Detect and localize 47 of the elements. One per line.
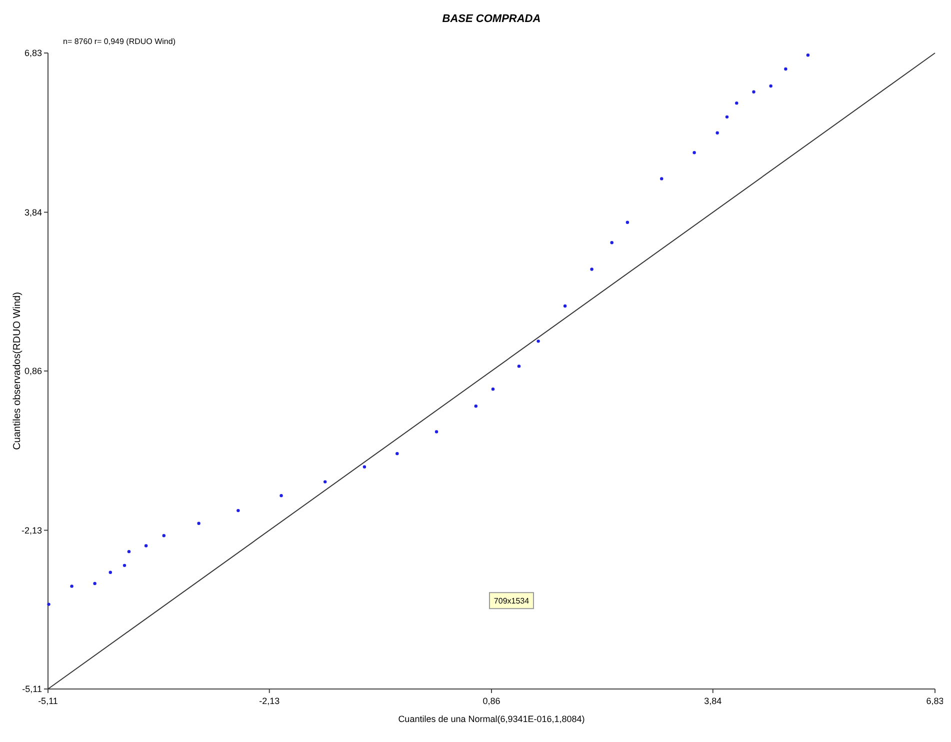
point (536, 340, 540, 343)
point (47, 602, 50, 606)
y-tick-label: -5,11 (22, 684, 42, 694)
y-axis-title: Cuantiles observados(RDUO Wind) (12, 292, 23, 450)
point (362, 465, 366, 468)
x-axis-title: Cuantiles de una Normal(6,9341E-016,1,8084) (398, 714, 585, 724)
point (716, 131, 719, 134)
point (70, 584, 74, 588)
x-tick-label: 3,84 (704, 696, 722, 706)
point (93, 582, 96, 586)
y-tick-label: 0,86 (24, 366, 42, 376)
annotation: 709x1534 (494, 596, 530, 606)
point (660, 177, 664, 180)
chart-title: BASE COMPRADA (442, 13, 541, 25)
point (590, 268, 594, 271)
point (236, 508, 240, 512)
point (108, 570, 112, 574)
point (144, 544, 148, 548)
y-tick-label: -2,13 (21, 525, 42, 536)
point (162, 534, 166, 538)
x-tick-label: -5,11 (38, 696, 58, 706)
point (626, 220, 630, 224)
point (610, 241, 614, 244)
point (491, 388, 495, 391)
point (769, 84, 772, 88)
point (806, 54, 810, 57)
point (725, 115, 729, 119)
y-tick-label: 6,83 (24, 48, 42, 58)
point (474, 404, 478, 408)
point (127, 550, 131, 554)
y-tick-label: 3,84 (24, 207, 42, 218)
x-tick-label: 0,86 (482, 696, 500, 706)
point (434, 430, 438, 434)
x-tick-label: 6,83 (926, 696, 944, 706)
text: n= 8760 r= 0,949 (RDUO Wind) (63, 37, 176, 46)
point (752, 90, 756, 94)
point (563, 304, 567, 308)
point (735, 101, 738, 105)
point (396, 452, 399, 456)
point (197, 522, 200, 525)
point (692, 151, 696, 154)
point (517, 364, 521, 368)
x-tick-label: -2,13 (259, 696, 280, 706)
point (784, 67, 788, 71)
point (122, 564, 126, 568)
point (280, 494, 283, 498)
point (323, 480, 327, 484)
